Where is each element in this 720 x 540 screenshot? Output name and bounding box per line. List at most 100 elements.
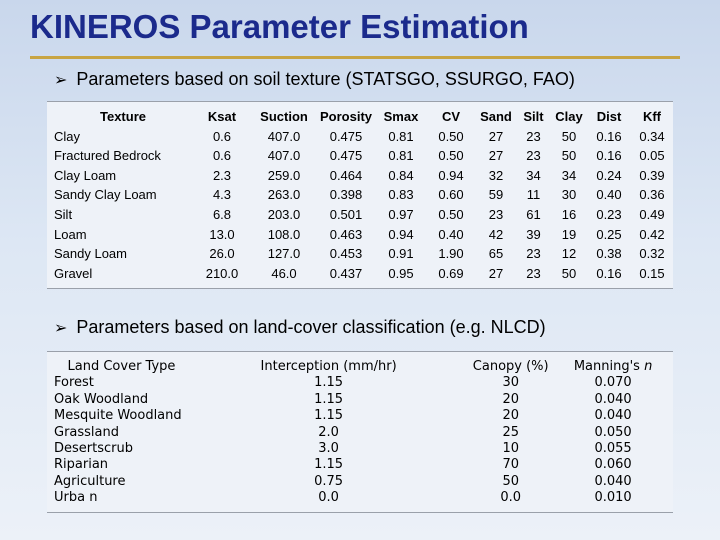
table-cell: 1.90: [438, 246, 464, 262]
col-header-mannings-n: Manning's n: [553, 359, 673, 375]
col-header-ksat: Ksat: [207, 109, 237, 124]
table-cell: 0.475: [329, 128, 363, 144]
table-cell: 46.0: [271, 265, 297, 281]
table-cell: 0.040: [594, 391, 632, 407]
table-cell: Loam: [54, 226, 87, 242]
table-cell: 0.75: [314, 473, 344, 489]
table-cell: 23: [526, 246, 541, 262]
arrow-bullet-icon: ➢: [54, 71, 68, 89]
table-cell: 20: [502, 408, 519, 424]
table-cell: Clay: [54, 128, 81, 144]
table-cell: 0.16: [596, 148, 622, 164]
table-cell: 0.81: [388, 148, 414, 164]
table-cell: 30: [561, 187, 577, 203]
table-cell: 0.84: [388, 167, 414, 183]
table-cell: 0.055: [594, 441, 632, 457]
table-cell: 25: [502, 424, 519, 440]
table-cell: 108.0: [267, 226, 301, 242]
table-cell: 0.501: [329, 206, 363, 222]
table-row: Forest 1.15 30 0.070: [54, 375, 673, 391]
table-cell: 10: [502, 441, 519, 457]
table-cell: 1.15: [314, 408, 344, 424]
table-cell: 0.475: [329, 148, 363, 164]
landcover-table-body: Forest 1.15 30 0.070 Oak Woodland 1.15 20 0.040…: [54, 375, 673, 506]
landcover-parameter-table: Land Cover Type Interception (mm/hr) Can…: [54, 359, 673, 507]
table-cell: 0.16: [596, 265, 622, 281]
col-header-clay: Clay: [555, 109, 583, 124]
table-cell: 50: [502, 473, 519, 489]
soil-section-heading: ➢ Parameters based on soil texture (STAT…: [54, 69, 575, 90]
table-cell: 70: [502, 457, 519, 473]
table-cell: 0.39: [639, 167, 665, 183]
table-cell: 26.0: [209, 246, 235, 262]
col-header-interception: Interception (mm/hr): [260, 359, 397, 374]
table-cell: 12: [561, 246, 577, 262]
table-cell: 27: [488, 265, 504, 281]
table-cell: 0.060: [594, 457, 632, 473]
table-cell: 0.464: [329, 167, 363, 183]
table-cell: 23: [526, 128, 541, 144]
table-cell: 210.0: [205, 265, 239, 281]
mannings-n-symbol: n: [644, 359, 653, 374]
table-cell: 203.0: [267, 206, 301, 222]
table-cell: 0.040: [594, 473, 632, 489]
landcover-header-row: Land Cover Type Interception (mm/hr) Can…: [54, 359, 673, 375]
table-cell: 0.69: [438, 265, 464, 281]
arrow-bullet-icon: ➢: [54, 319, 68, 337]
col-header-silt: Silt: [523, 109, 544, 124]
table-cell: 263.0: [267, 187, 301, 203]
table-cell: 3.0: [318, 441, 339, 457]
table-cell: 65: [488, 246, 504, 262]
table-cell: 0.16: [596, 128, 622, 144]
col-header-dist: Dist: [596, 109, 622, 124]
table-cell: 0.24: [596, 167, 622, 183]
table-cell: Silt: [54, 206, 73, 222]
col-header-smax: Smax: [383, 109, 419, 124]
table-cell: 0.50: [438, 206, 464, 222]
table-cell: 0.81: [388, 128, 414, 144]
table-row: Riparian 1.15 70 0.060: [54, 457, 673, 473]
page-title: KINEROS Parameter Estimation: [30, 8, 529, 45]
table-cell: 0.38: [596, 246, 622, 262]
table-row: Sandy Loam 26.0 127.0 0.453 0.91 1.90 65 23 12 0.…: [54, 244, 673, 264]
table-cell: 0.97: [388, 206, 414, 222]
table-cell: Mesquite Woodland: [54, 408, 182, 424]
table-cell: Agriculture: [54, 473, 126, 489]
table-cell: Grassland: [54, 424, 119, 440]
table-row: Gravel 210.0 46.0 0.437 0.95 0.69 27 23 50 0.16 0.…: [54, 264, 673, 284]
table-cell: Oak Woodland: [54, 391, 149, 407]
table-cell: 6.8: [212, 206, 232, 222]
table-cell: 61: [526, 206, 541, 222]
table-cell: 23: [526, 148, 541, 164]
table-cell: Forest: [54, 375, 94, 391]
table-cell: 0.040: [594, 408, 632, 424]
table-cell: 407.0: [267, 148, 301, 164]
table-row: Urba n 0.0 0.0 0.010: [54, 490, 673, 506]
table-cell: 0.32: [639, 246, 665, 262]
table-cell: Desertscrub: [54, 441, 133, 457]
table-cell: 50: [561, 148, 577, 164]
landcover-section-heading: ➢ Parameters based on land-cover classif…: [54, 317, 546, 338]
table-cell: 0.83: [388, 187, 414, 203]
table-cell: 0.40: [438, 226, 464, 242]
table-cell: 0.010: [594, 490, 632, 506]
col-header-suction: Suction: [260, 109, 308, 124]
col-header-cv: CV: [441, 109, 461, 124]
table-cell: 0.36: [639, 187, 665, 203]
mannings-label: Manning's: [573, 359, 645, 374]
table-cell: 0.6: [212, 148, 232, 164]
table-cell: 50: [561, 265, 577, 281]
table-cell: 0.05: [639, 148, 665, 164]
table-cell: 0.398: [329, 187, 363, 203]
table-cell: 0.0: [500, 490, 522, 506]
table-row: Clay 0.6 407.0 0.475 0.81 0.50 27 23 50 0.16 0.34: [54, 127, 673, 147]
table-cell: Urba n: [54, 490, 98, 506]
table-row: Silt 6.8 203.0 0.501 0.97 0.50 23 61 16 0.23 0.49: [54, 205, 673, 225]
table-cell: 1.15: [314, 375, 344, 391]
soil-table-panel: Texture Ksat Suction Porosity Smax CV Sa…: [47, 101, 673, 289]
table-row: Grassland 2.0 25 0.050: [54, 425, 673, 441]
soil-header-row: Texture Ksat Suction Porosity Smax CV Sa…: [54, 107, 673, 127]
table-row: Fractured Bedrock 0.6 407.0 0.475 0.81 0.50 27…: [54, 146, 673, 166]
table-cell: 0.40: [596, 187, 622, 203]
landcover-table-panel: Land Cover Type Interception (mm/hr) Can…: [47, 351, 673, 513]
